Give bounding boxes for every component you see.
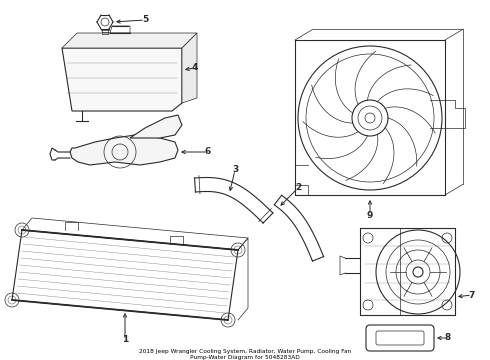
Polygon shape: [62, 48, 182, 111]
Text: 6: 6: [205, 148, 211, 157]
Text: 8: 8: [445, 333, 451, 342]
Polygon shape: [182, 33, 197, 103]
Circle shape: [365, 113, 375, 123]
Text: 9: 9: [367, 211, 373, 220]
Polygon shape: [62, 33, 197, 48]
Text: Pump-Water Diagram for 5048283AD: Pump-Water Diagram for 5048283AD: [190, 356, 300, 360]
Text: 3: 3: [232, 166, 238, 175]
Text: 2018 Jeep Wrangler Cooling System, Radiator, Water Pump, Cooling Fan: 2018 Jeep Wrangler Cooling System, Radia…: [139, 350, 351, 355]
Text: 2: 2: [295, 184, 301, 193]
Text: 4: 4: [192, 63, 198, 72]
Polygon shape: [70, 135, 178, 165]
Text: 7: 7: [469, 291, 475, 300]
Text: 1: 1: [122, 336, 128, 345]
Text: 5: 5: [142, 15, 148, 24]
Polygon shape: [130, 115, 182, 138]
